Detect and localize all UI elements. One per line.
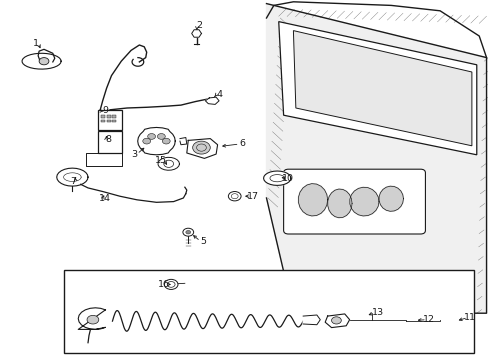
- Text: 12: 12: [423, 315, 434, 324]
- Bar: [106, 115, 110, 118]
- Polygon shape: [303, 315, 320, 325]
- Polygon shape: [22, 53, 61, 69]
- Bar: [106, 120, 110, 122]
- Text: 8: 8: [105, 135, 111, 144]
- Circle shape: [164, 279, 178, 289]
- Text: 15: 15: [155, 156, 167, 165]
- Text: 6: 6: [239, 139, 244, 148]
- Bar: [98, 131, 122, 153]
- Polygon shape: [278, 22, 476, 155]
- Circle shape: [331, 317, 341, 324]
- Circle shape: [157, 134, 165, 139]
- Polygon shape: [293, 31, 471, 146]
- Polygon shape: [349, 187, 378, 216]
- Polygon shape: [325, 314, 349, 328]
- Polygon shape: [158, 157, 179, 170]
- Text: 4: 4: [216, 90, 222, 99]
- Polygon shape: [57, 168, 88, 186]
- Circle shape: [183, 228, 193, 236]
- Polygon shape: [180, 138, 186, 145]
- Text: 9: 9: [102, 107, 108, 115]
- Bar: [101, 115, 105, 118]
- Polygon shape: [78, 308, 105, 329]
- Text: 17: 17: [247, 192, 259, 201]
- Text: 1: 1: [33, 39, 39, 48]
- Circle shape: [147, 134, 155, 139]
- FancyBboxPatch shape: [283, 169, 425, 234]
- Circle shape: [228, 192, 241, 201]
- Bar: [101, 120, 105, 122]
- Polygon shape: [186, 139, 217, 158]
- Text: 5: 5: [200, 237, 205, 246]
- Polygon shape: [327, 189, 351, 218]
- Circle shape: [142, 138, 150, 144]
- Bar: [98, 110, 122, 130]
- Circle shape: [185, 230, 190, 234]
- Polygon shape: [191, 30, 201, 37]
- Polygon shape: [298, 184, 327, 216]
- Polygon shape: [205, 97, 219, 104]
- Circle shape: [39, 58, 49, 65]
- Bar: [63, 270, 473, 353]
- Text: 3: 3: [131, 150, 137, 158]
- Text: 10: 10: [281, 174, 293, 183]
- Text: 11: 11: [464, 313, 475, 322]
- Circle shape: [162, 138, 170, 144]
- Polygon shape: [266, 4, 486, 313]
- Polygon shape: [263, 171, 290, 185]
- Text: 13: 13: [371, 308, 383, 317]
- Polygon shape: [378, 186, 403, 211]
- Bar: [112, 120, 116, 122]
- Text: 14: 14: [99, 194, 111, 203]
- Bar: [112, 115, 116, 118]
- Text: 7: 7: [70, 177, 76, 186]
- Text: 2: 2: [196, 21, 202, 30]
- Polygon shape: [138, 127, 175, 155]
- Circle shape: [192, 141, 210, 154]
- Text: 16: 16: [158, 280, 169, 289]
- Circle shape: [87, 315, 99, 324]
